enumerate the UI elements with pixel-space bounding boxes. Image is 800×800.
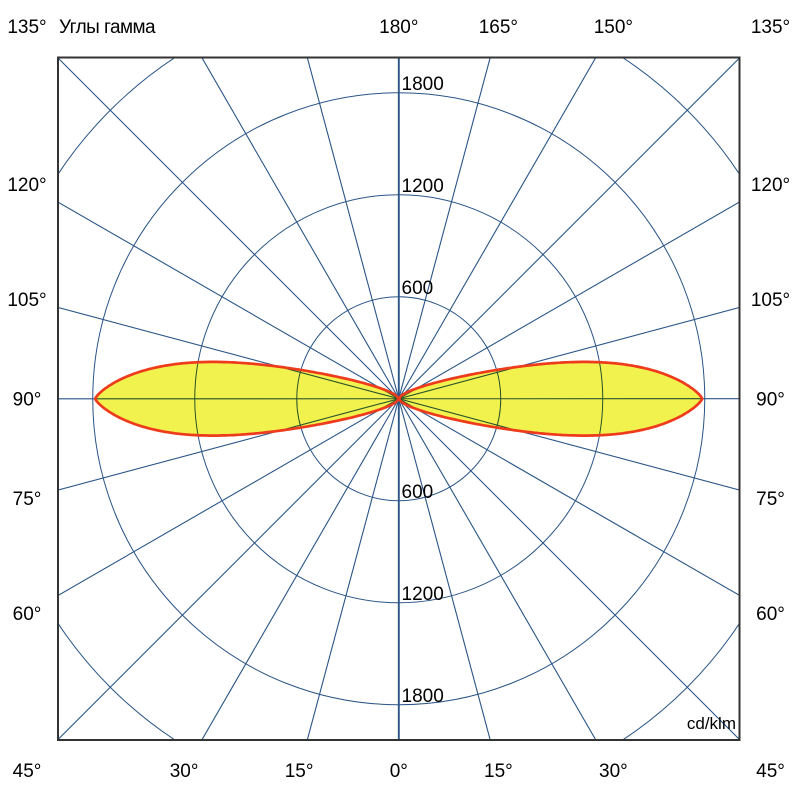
svg-text:15°: 15° (285, 761, 314, 782)
svg-text:165°: 165° (479, 17, 518, 38)
svg-text:90°: 90° (13, 390, 42, 411)
svg-text:1800: 1800 (402, 74, 444, 95)
svg-text:15°: 15° (484, 761, 513, 782)
svg-text:105°: 105° (7, 290, 46, 311)
svg-text:Углы гамма: Углы гамма (59, 17, 156, 38)
svg-text:60°: 60° (756, 604, 785, 625)
svg-text:30°: 30° (170, 761, 199, 782)
svg-text:135°: 135° (751, 17, 790, 38)
svg-text:45°: 45° (13, 761, 42, 782)
svg-text:1800: 1800 (402, 686, 444, 707)
svg-text:90°: 90° (756, 390, 785, 411)
svg-text:120°: 120° (751, 175, 790, 196)
svg-text:45°: 45° (756, 761, 785, 782)
svg-text:0°: 0° (390, 761, 408, 782)
svg-text:180°: 180° (379, 17, 418, 38)
svg-text:1200: 1200 (402, 176, 444, 197)
svg-text:600: 600 (402, 482, 434, 503)
svg-text:cd/klm: cd/klm (687, 714, 736, 733)
svg-text:60°: 60° (13, 604, 42, 625)
svg-text:150°: 150° (594, 17, 633, 38)
svg-text:105°: 105° (751, 290, 790, 311)
svg-text:135°: 135° (7, 17, 46, 38)
svg-text:1200: 1200 (402, 584, 444, 605)
svg-text:30°: 30° (599, 761, 628, 782)
svg-text:600: 600 (402, 278, 434, 299)
svg-text:120°: 120° (7, 175, 46, 196)
svg-text:75°: 75° (756, 489, 785, 510)
svg-text:75°: 75° (13, 489, 42, 510)
